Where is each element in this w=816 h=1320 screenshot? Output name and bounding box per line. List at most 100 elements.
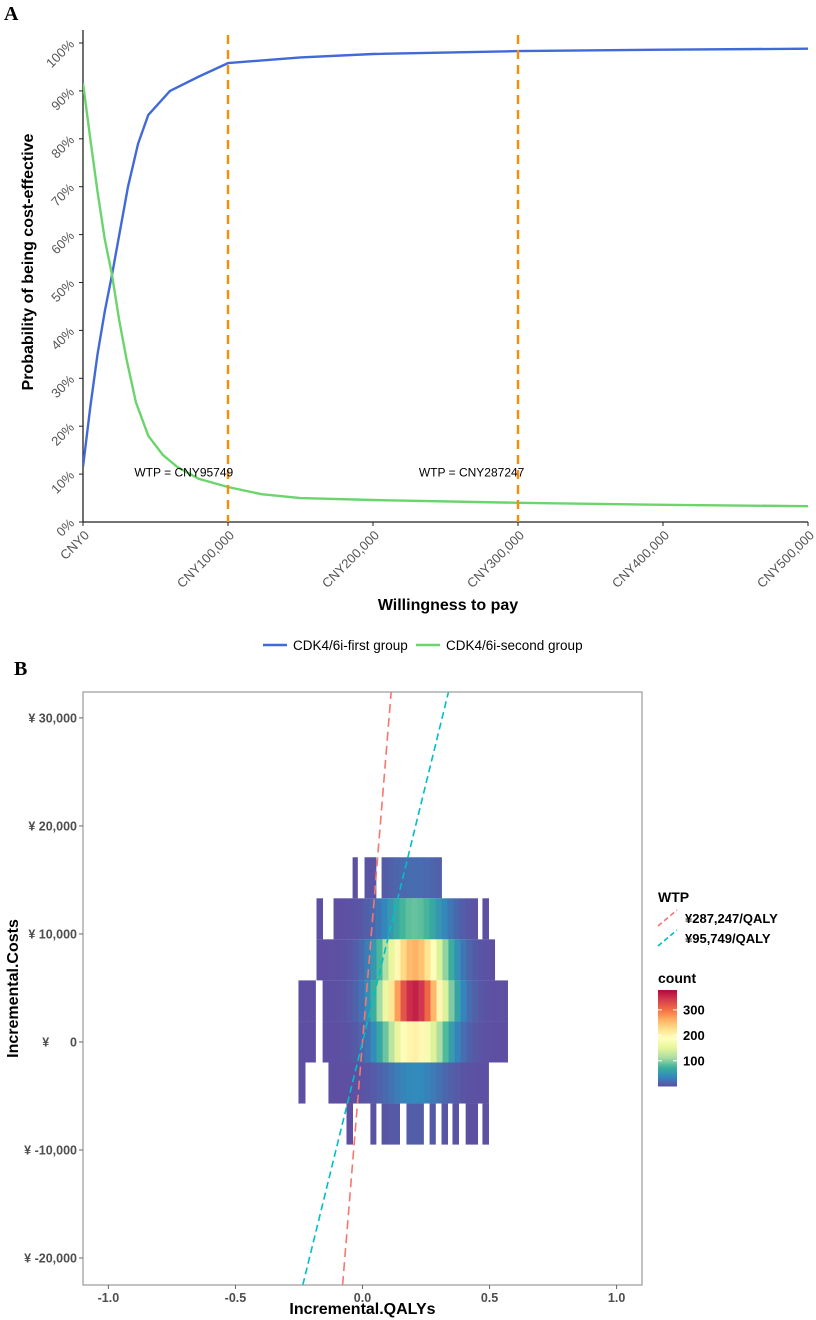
heatmap-cell [477, 898, 478, 940]
heatmap-cell [490, 1021, 497, 1063]
heatmap-cell [460, 1062, 467, 1104]
colorbar-segment [658, 1000, 677, 1003]
heatmap-cell [405, 857, 412, 899]
heatmap-cell [472, 1062, 479, 1104]
heatmap-cell [442, 1062, 449, 1104]
ceac-chart: 0%10%20%30%40%50%60%70%80%90%100%CNY0 CNY… [20, 30, 816, 653]
heatmap-cell [418, 939, 425, 981]
heatmap-cell [388, 1021, 395, 1063]
heatmap-cell [429, 857, 436, 899]
heatmap-cell [340, 1062, 347, 1104]
colorbar-segment [658, 1004, 677, 1007]
heatmap-cell [400, 1062, 407, 1104]
heatmap-cell [417, 898, 424, 940]
heatmap-cell [406, 939, 413, 981]
colorbar-segment [658, 1052, 677, 1055]
colorbar-segment [658, 1058, 677, 1061]
heatmap-cell [352, 1103, 353, 1145]
heatmap-cell [448, 1021, 455, 1063]
heatmap-cell [393, 1103, 400, 1145]
heatmap-cell [352, 980, 359, 1022]
heatmap-cell [346, 1062, 353, 1104]
heatmap-cell [370, 1062, 377, 1104]
heatmap-cell [345, 898, 352, 940]
heatmap-cell [322, 980, 330, 1022]
heatmap-cell [490, 939, 496, 981]
heatmap-cell [442, 939, 449, 981]
heatmap-cell [454, 939, 461, 981]
heatmap-cell [322, 1021, 330, 1063]
heatmap-cell [400, 939, 407, 981]
colorbar-segment [658, 1078, 677, 1081]
colorbar-segment [658, 1082, 677, 1085]
heatmap-cell [484, 1021, 491, 1063]
heatmap-cell [496, 1021, 503, 1063]
heatmap-cell [423, 857, 430, 899]
heatmap-cell [418, 1103, 424, 1145]
heatmap-cell [364, 939, 371, 981]
heatmap-cell [370, 939, 377, 981]
heatmap-cell [412, 1062, 419, 1104]
y-tick-label: 10% [48, 467, 77, 496]
y-tick-label: ¥ 30,000 [28, 711, 77, 725]
heatmap-cell [393, 857, 400, 899]
heatmap-cell [364, 1062, 371, 1104]
colorbar-segment [658, 1040, 677, 1043]
heatmap-cell [471, 898, 478, 940]
heatmap-cell [382, 980, 389, 1022]
heatmap-cell [334, 980, 341, 1022]
heatmap-cell [340, 980, 347, 1022]
heatmap-cell [346, 1103, 353, 1145]
heatmap-cell [436, 939, 443, 981]
heatmap-cell [328, 1021, 335, 1063]
colorbar-segment [658, 994, 677, 997]
wtp-annotation: WTP = CNY95749 [134, 466, 233, 480]
colorbar-segment [658, 1076, 677, 1079]
heatmap-cell [448, 939, 455, 981]
y-tick-label: 50% [48, 276, 77, 305]
colorbar-segment [658, 1048, 677, 1051]
heatmap-cell [322, 898, 324, 940]
heatmap-cell [346, 1021, 353, 1063]
y-tick-label: 80% [48, 132, 77, 161]
colorbar-segment [658, 1054, 677, 1057]
colorbar-segment [658, 1056, 677, 1059]
x-axis-title: Incremental.QALYs [289, 1301, 435, 1318]
heatmap-cell [358, 1062, 365, 1104]
heatmap-cell [364, 980, 371, 1022]
heatmap-cell [376, 1021, 383, 1063]
heatmap-cell [496, 980, 503, 1022]
series-line-second-group [83, 83, 809, 508]
heatmap-cell [399, 898, 406, 940]
heatmap-cell [304, 1062, 306, 1104]
heatmap-cell [381, 857, 388, 899]
heatmap-cell [448, 980, 455, 1022]
heatmap-cell [458, 1103, 459, 1145]
heatmap-cell [412, 939, 419, 981]
colorbar-segment [658, 1018, 677, 1021]
heatmap-cell [406, 980, 413, 1022]
colorbar-segment [658, 1022, 677, 1025]
heatmap-cell [363, 898, 370, 940]
wtp-legend-key [657, 929, 678, 947]
heatmap-cell [424, 1062, 431, 1104]
heatmap-cell [370, 980, 377, 1022]
colorbar-segment [658, 1020, 677, 1023]
wtp-legend: WTP ¥287,247/QALY ¥95,749/QALY [657, 889, 778, 947]
wtp-annotation: WTP = CNY287247 [419, 466, 525, 480]
heatmap-cell [447, 1103, 449, 1145]
heatmap-cell [412, 1103, 419, 1145]
y-tick-label: 20% [48, 419, 77, 448]
heatmap-cell [382, 1021, 389, 1063]
heatmap-cell [364, 1021, 371, 1063]
heatmap-cell [441, 898, 448, 940]
heatmap-cell [340, 1021, 347, 1063]
heatmap-cell [328, 939, 335, 981]
heatmap-cell [429, 1103, 436, 1145]
heatmap-cell [387, 1103, 394, 1145]
panel-label-b: B [14, 658, 27, 680]
legend-label: CDK4/6i-first group [293, 638, 408, 653]
x-tick-label: CNY200,000 [319, 528, 382, 591]
heatmap-cell [304, 1021, 311, 1063]
heatmap-cell [472, 980, 479, 1022]
